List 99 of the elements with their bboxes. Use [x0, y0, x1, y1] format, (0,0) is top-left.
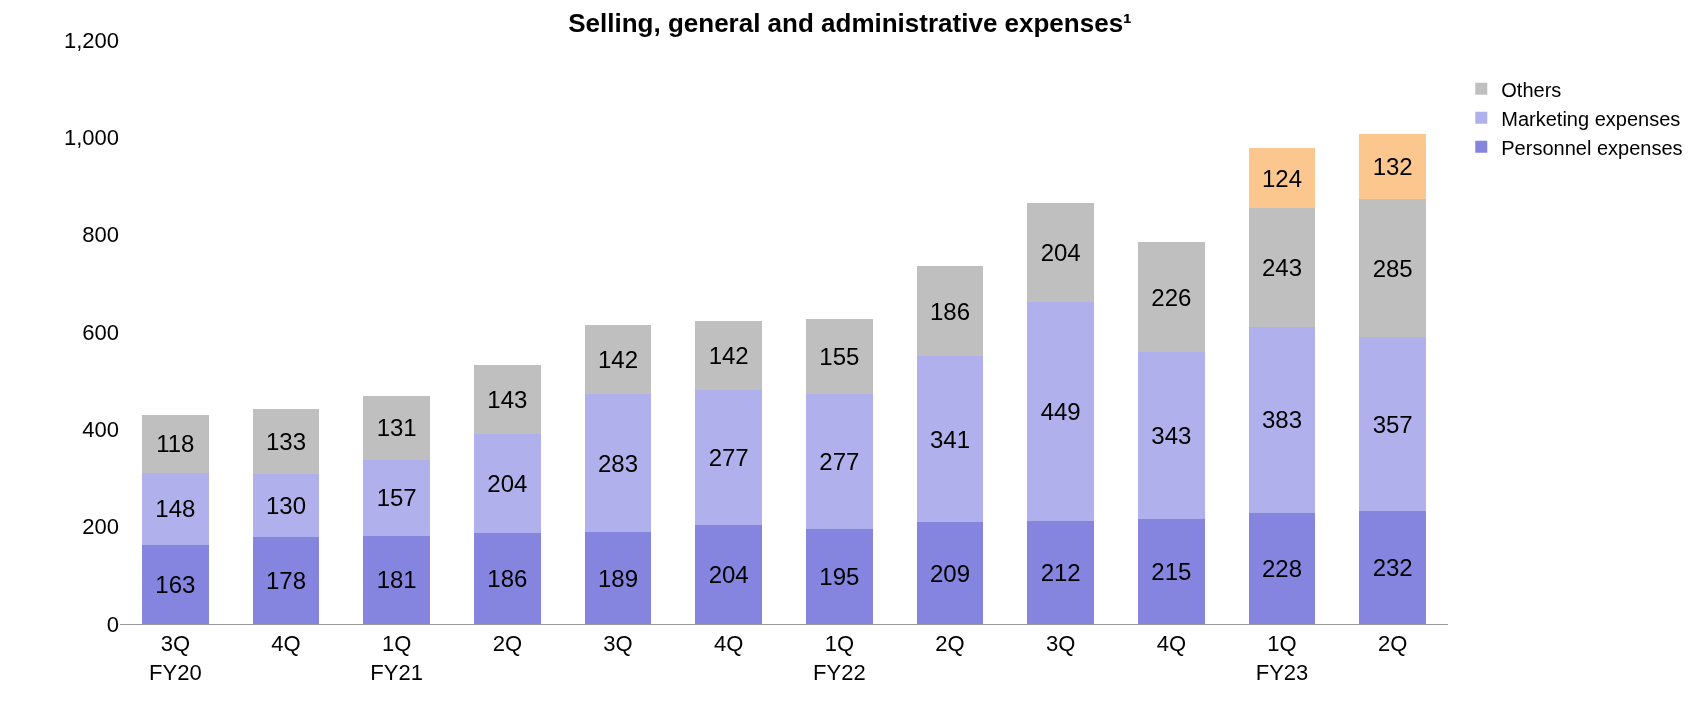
x-tick-label: 4Q [271, 631, 301, 657]
data-label: 124 [1261, 164, 1303, 192]
data-label: 186 [929, 297, 971, 325]
bar [1027, 520, 1094, 624]
data-label: 142 [708, 341, 749, 369]
bar [695, 320, 762, 390]
data-label: 181 [376, 566, 417, 594]
bar [474, 533, 541, 624]
x-tick-label: 3Q FY20 [149, 631, 202, 685]
y-tick-label: 1,200 [63, 27, 119, 53]
bar [142, 415, 209, 473]
y-tick-label: 600 [82, 319, 119, 345]
bar [1138, 352, 1205, 520]
chart-title: Selling, general and administrative expenses¹ [568, 8, 1132, 39]
bar [252, 474, 320, 538]
x-tick-label: 1Q FY23 [1255, 631, 1309, 685]
data-label: 383 [1261, 406, 1303, 434]
data-label: 232 [1372, 554, 1413, 582]
bar [252, 537, 320, 624]
bar [1359, 198, 1426, 338]
data-label: 148 [155, 495, 196, 523]
bar [474, 434, 541, 534]
data-label: 357 [1372, 410, 1413, 438]
legend-label: Others [1501, 78, 1562, 101]
bar [695, 389, 762, 525]
bar [363, 459, 430, 536]
data-label: 228 [1261, 555, 1303, 583]
data-label: 204 [708, 560, 749, 588]
bar [1359, 337, 1426, 512]
bar [1027, 302, 1094, 521]
bar [1248, 513, 1316, 624]
x-tick-label: 4Q [1156, 631, 1187, 657]
bar [252, 409, 320, 475]
data-label: 212 [1040, 558, 1081, 586]
bar [1138, 242, 1205, 353]
bar [584, 532, 652, 624]
bar [1359, 134, 1426, 199]
data-label: 178 [265, 567, 307, 595]
data-label: 209 [929, 559, 971, 587]
bar [916, 265, 984, 357]
data-label: 157 [376, 484, 417, 512]
data-label: 277 [819, 448, 860, 476]
data-label: 186 [487, 565, 528, 593]
x-tick-label: 3Q [1045, 631, 1076, 657]
bar [1248, 326, 1316, 514]
data-label: 163 [155, 570, 196, 598]
y-tick-label: 400 [82, 417, 119, 443]
x-tick-label: 2Q [492, 631, 523, 657]
x-tick-label: 1Q FY22 [813, 631, 866, 685]
bar [1359, 511, 1426, 624]
data-label: 226 [1151, 283, 1192, 311]
data-label: 132 [1372, 153, 1413, 181]
bar [142, 544, 209, 624]
bar [1248, 148, 1316, 209]
bar [1248, 208, 1316, 327]
bar [806, 394, 873, 530]
bar [1138, 519, 1205, 624]
bar [363, 395, 430, 460]
bar [916, 522, 984, 624]
data-label: 131 [376, 414, 417, 442]
bar [363, 535, 430, 624]
bar [695, 524, 762, 624]
x-tick-label: 2Q [935, 631, 965, 657]
data-label: 118 [156, 430, 195, 458]
y-tick-label: 0 [106, 611, 119, 637]
bar [142, 472, 209, 545]
data-label: 283 [597, 449, 639, 477]
bar [916, 356, 984, 523]
data-label: 195 [819, 563, 860, 591]
data-label: 204 [487, 470, 528, 498]
bar [806, 318, 873, 395]
data-label: 130 [265, 492, 307, 520]
y-tick-label: 800 [82, 222, 119, 248]
data-label: 142 [597, 346, 639, 374]
data-label: 204 [1040, 239, 1081, 267]
x-tick-label: 3Q [603, 631, 633, 657]
bar [1027, 203, 1094, 303]
x-tick-label: 1Q FY21 [370, 631, 423, 685]
data-label: 189 [597, 564, 639, 592]
legend-label: Marketing expenses [1501, 107, 1681, 130]
y-tick-label: 1,000 [63, 125, 119, 151]
data-label: 341 [929, 425, 971, 453]
y-tick-label: 200 [82, 514, 119, 540]
data-label: 285 [1372, 254, 1413, 282]
data-label: 277 [708, 443, 749, 471]
data-label: 133 [265, 428, 307, 456]
data-label: 215 [1151, 558, 1192, 586]
x-tick-label: 4Q [713, 631, 744, 657]
bar [584, 325, 652, 395]
data-label: 155 [819, 343, 860, 371]
bar [584, 394, 652, 533]
data-label: 343 [1151, 422, 1192, 450]
bar [806, 529, 873, 624]
data-label: 243 [1261, 254, 1303, 282]
data-label: 449 [1040, 398, 1081, 426]
data-label: 143 [487, 385, 528, 413]
bar [474, 364, 541, 435]
legend-label: Personnel expenses [1501, 136, 1683, 159]
x-tick-label: 2Q [1377, 631, 1408, 657]
